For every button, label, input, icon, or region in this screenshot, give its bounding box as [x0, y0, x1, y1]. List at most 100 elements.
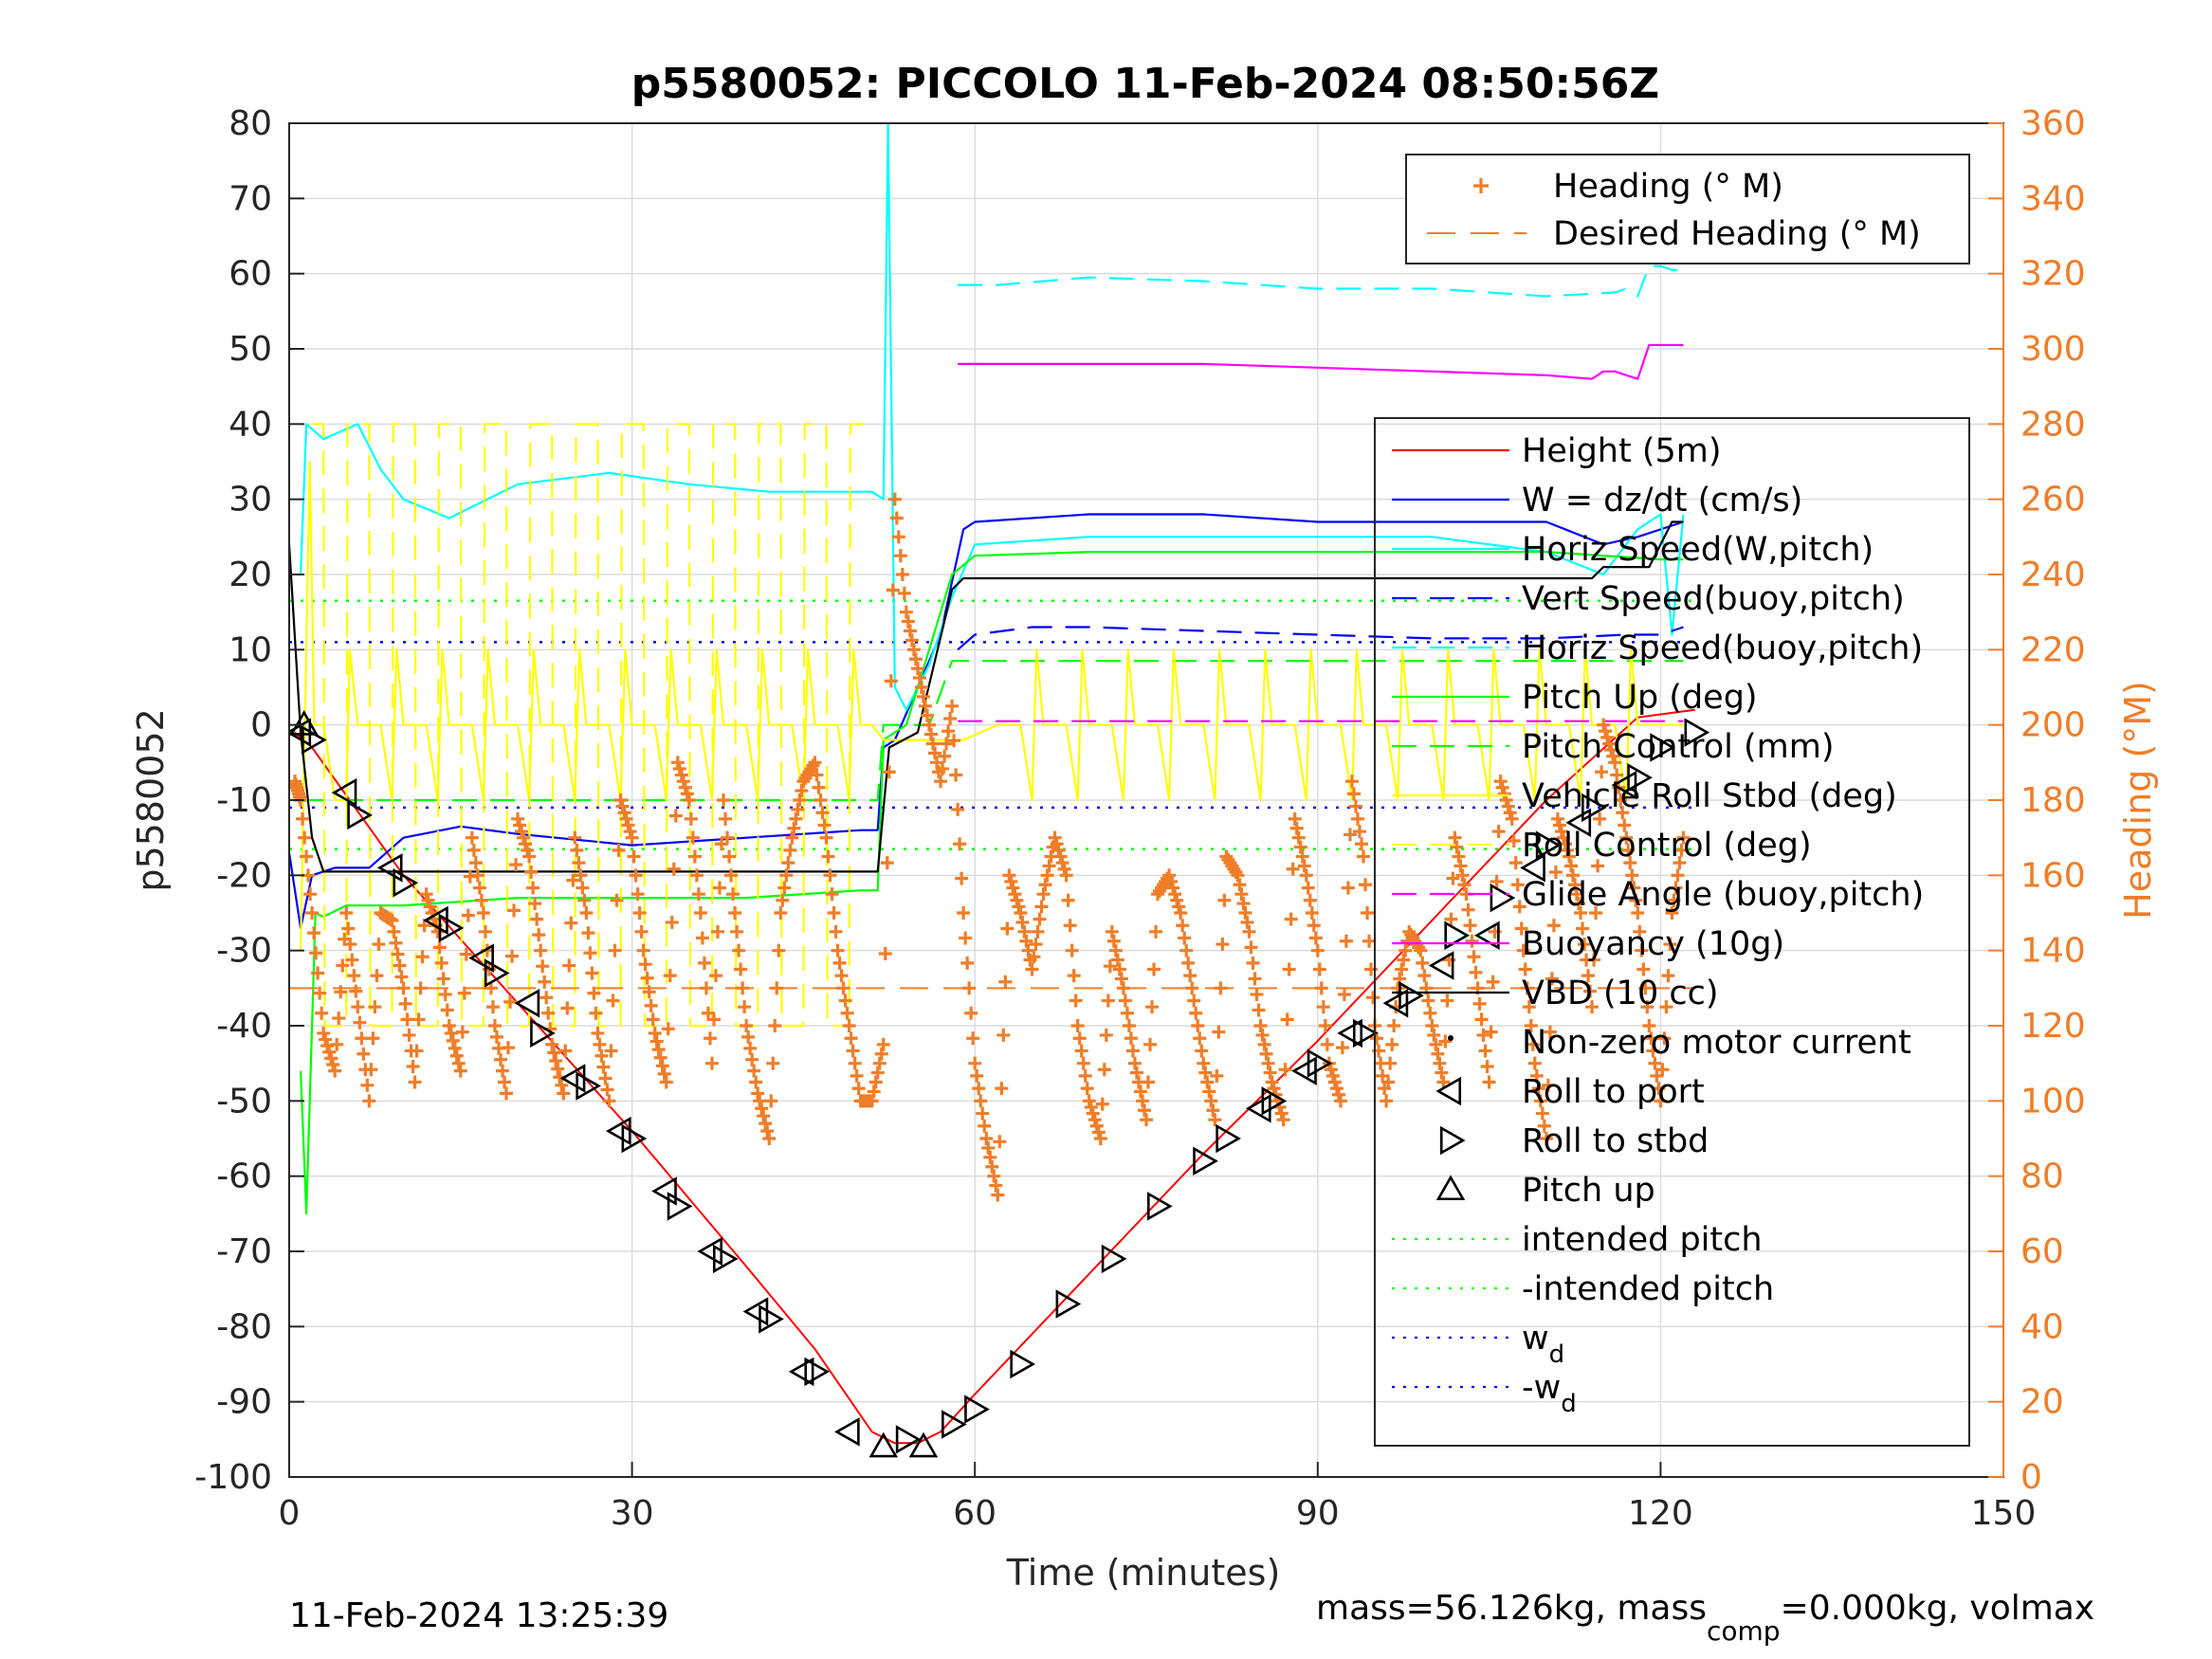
heading-marker — [891, 530, 905, 544]
heading-marker — [1076, 1056, 1090, 1070]
heading-marker — [1563, 859, 1578, 873]
roll-to-stbd-marker — [1398, 981, 1424, 1011]
roll-to-port-marker — [1520, 853, 1545, 883]
heading-marker — [1539, 1132, 1553, 1145]
heading-marker — [476, 906, 490, 920]
heading-marker — [985, 1159, 999, 1174]
heading-marker — [928, 746, 942, 760]
heading-marker — [823, 868, 837, 883]
y-tick-label: 60 — [229, 255, 272, 294]
heading-marker — [577, 893, 592, 907]
heading-marker — [1099, 1028, 1113, 1042]
heading-marker — [332, 1012, 346, 1026]
pitch-up-marker — [908, 1431, 939, 1458]
heading-marker — [623, 825, 637, 839]
legend-label-roll-to-port-13: Roll to port — [1522, 1073, 1705, 1111]
heading-marker — [1341, 881, 1355, 895]
heading-marker — [317, 1026, 331, 1040]
heading-marker — [1429, 1037, 1443, 1051]
heading-marker — [1537, 1119, 1551, 1133]
heading-marker — [1642, 1019, 1656, 1032]
heading-marker — [1335, 1041, 1349, 1055]
heading-marker — [1627, 881, 1641, 895]
heading-marker — [1631, 906, 1645, 920]
heading-marker — [1089, 1119, 1104, 1133]
heading-marker — [960, 956, 975, 970]
heading-marker — [721, 830, 735, 845]
heading-marker — [661, 1022, 675, 1036]
heading-marker — [1433, 1056, 1447, 1070]
y-tick-label: -50 — [216, 1082, 272, 1121]
heading-marker — [566, 873, 580, 887]
heading-marker — [1448, 830, 1462, 845]
heading-marker — [608, 943, 622, 957]
heading-marker — [562, 958, 576, 973]
heading-marker — [989, 1178, 1003, 1193]
heading-marker — [534, 943, 548, 957]
heading-marker — [576, 881, 590, 895]
heading-marker — [1114, 972, 1128, 986]
pitch-up-marker — [868, 1431, 899, 1458]
heading-marker — [953, 837, 967, 851]
heading-marker — [872, 1056, 887, 1070]
heading-marker — [1127, 1056, 1142, 1070]
heading-marker — [596, 1060, 611, 1074]
heading-marker — [1253, 1019, 1268, 1032]
heading-marker — [906, 643, 921, 657]
heading-marker — [322, 1045, 337, 1059]
heading-marker — [1359, 878, 1373, 892]
heading-marker — [1512, 900, 1526, 914]
heading-marker — [684, 811, 698, 826]
heading-marker — [1465, 934, 1479, 948]
heading-marker — [711, 924, 724, 939]
roll-to-stbd-marker — [712, 1244, 739, 1274]
heading-marker — [1565, 868, 1580, 883]
heading-marker — [1461, 902, 1475, 917]
heading-marker — [1095, 1097, 1109, 1111]
heading-marker — [1467, 950, 1481, 964]
heading-marker — [1654, 1094, 1668, 1108]
heading-marker — [453, 1064, 467, 1078]
heading-marker — [1533, 1094, 1547, 1108]
heading-marker — [1604, 743, 1618, 757]
heading-marker — [1491, 825, 1506, 839]
series-pitch-control-mm — [301, 660, 1684, 802]
y-tick-label: 20 — [229, 556, 272, 594]
heading-marker — [1149, 924, 1163, 939]
heading-marker — [1595, 765, 1609, 779]
heading-marker — [1069, 994, 1083, 1008]
heading-marker — [1425, 1019, 1439, 1032]
heading-marker — [517, 830, 531, 845]
heading-marker — [691, 887, 705, 902]
heading-marker — [1055, 856, 1069, 870]
heading-marker — [415, 950, 430, 964]
heading-marker — [991, 1188, 1005, 1202]
heading-marker — [1619, 830, 1634, 845]
heading-marker — [646, 1012, 660, 1027]
heading-marker — [1214, 981, 1228, 995]
heading-marker — [1318, 1019, 1332, 1032]
heading-marker — [387, 924, 401, 939]
heading-marker — [1353, 825, 1366, 839]
heading-marker — [708, 969, 722, 983]
heading-marker — [1248, 972, 1262, 986]
heading-marker — [502, 1041, 516, 1055]
y-tick-label: 40 — [229, 405, 272, 444]
heading-marker — [1623, 856, 1637, 870]
heading-marker — [1070, 1019, 1085, 1032]
heading-marker — [1093, 1132, 1107, 1145]
heading-marker — [309, 946, 323, 960]
heading-marker — [745, 1052, 759, 1066]
y-right-tick-label: 180 — [2020, 781, 2086, 820]
heading-marker — [402, 1028, 416, 1042]
heading-marker — [926, 737, 941, 751]
heading-marker — [1325, 1068, 1340, 1083]
heading-marker — [1337, 987, 1351, 1001]
heading-marker — [341, 921, 356, 936]
heading-marker — [884, 674, 898, 688]
heading-marker — [657, 1066, 671, 1081]
y-tick-label: 70 — [229, 179, 272, 218]
heading-marker — [541, 1006, 556, 1020]
heading-marker — [347, 969, 361, 983]
heading-marker — [889, 511, 904, 525]
